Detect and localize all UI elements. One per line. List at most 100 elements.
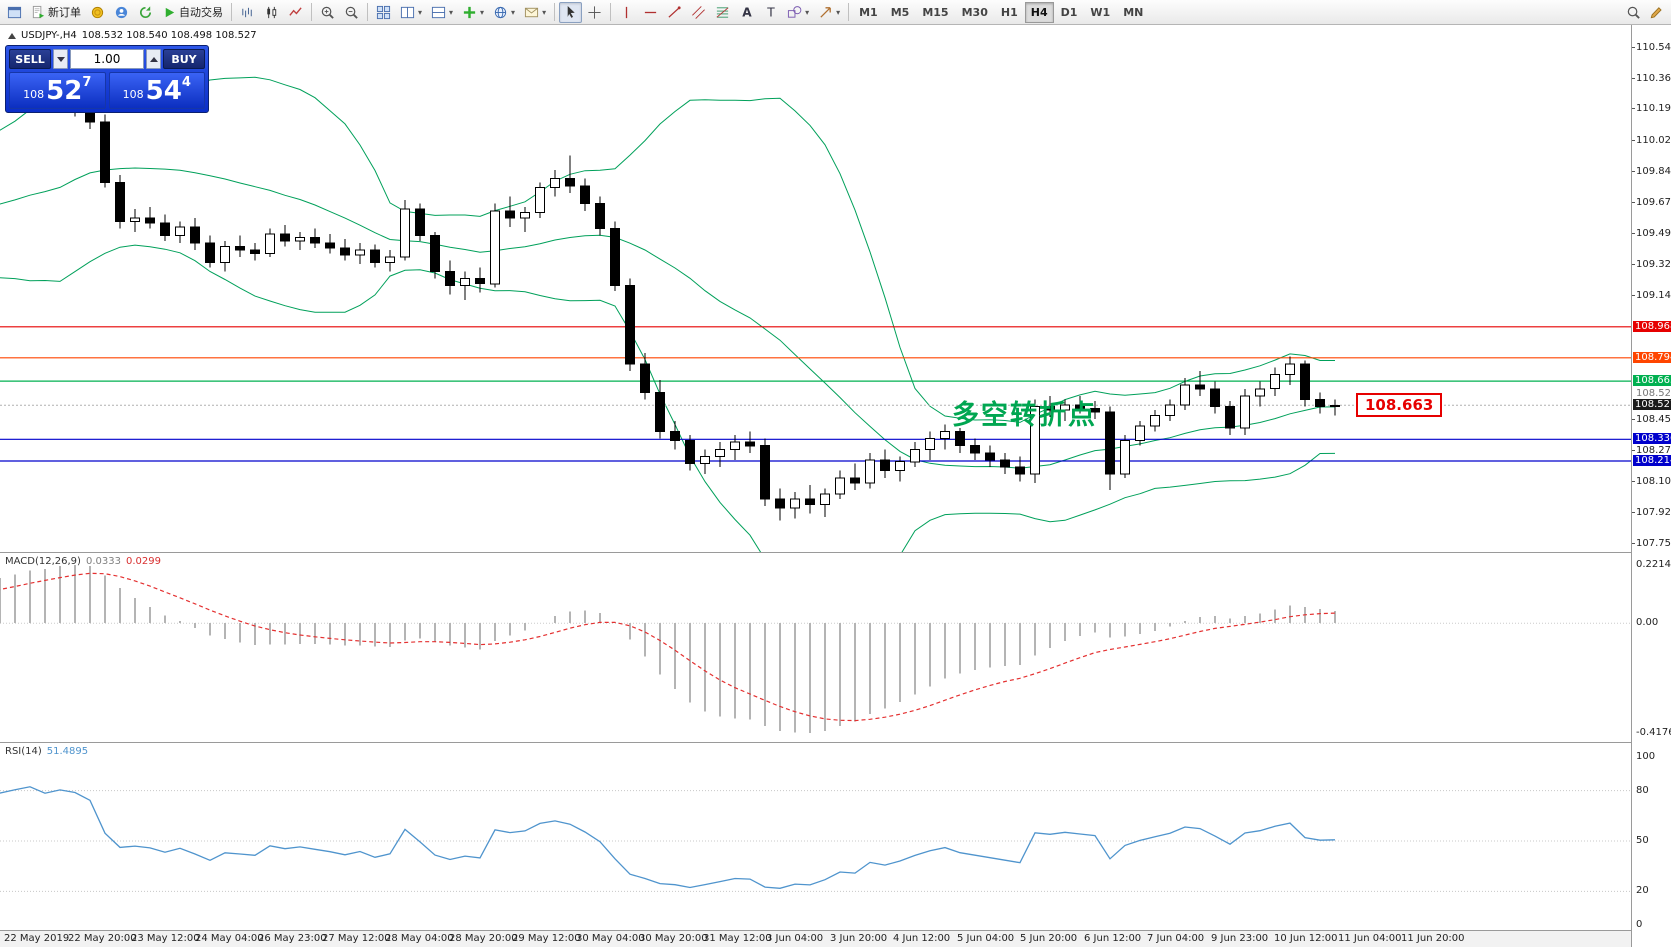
toolbar-button-shapes[interactable]: ▾ — [783, 2, 813, 23]
toolbar-button-horizontal-line[interactable] — [639, 2, 662, 23]
toolbar-button-zoom-in[interactable] — [316, 2, 339, 23]
collapse-panel-icon[interactable] — [8, 32, 16, 39]
toolbar-button-arrange-horizontal[interactable]: ▾ — [427, 2, 457, 23]
channel-icon — [691, 5, 706, 20]
bollinger-upper-band — [0, 76, 1335, 423]
timeframe-button-D1[interactable]: D1 — [1055, 2, 1084, 23]
timeframe-button-M30[interactable]: M30 — [956, 2, 994, 23]
shapes-icon — [787, 5, 802, 20]
price-chart-canvas[interactable] — [0, 25, 1631, 552]
bollinger-lower-band — [0, 244, 1336, 552]
toolbar-button-text-label[interactable]: T — [759, 2, 782, 23]
toolbar-button-quick-edit[interactable] — [1645, 2, 1668, 23]
toolbar-button-new-order[interactable]: 新订单 — [27, 2, 85, 23]
sell-price-display[interactable]: 108 52 7 — [9, 72, 106, 109]
price-tick-label: 107.755 — [1636, 538, 1671, 549]
price-tick-label: 108.275 — [1636, 445, 1671, 456]
buy-price-main: 54 — [145, 76, 182, 106]
time-axis-label: 31 May 12:00 — [703, 933, 772, 944]
timeframe-button-H1[interactable]: H1 — [995, 2, 1024, 23]
toolbar-button-bar-chart[interactable] — [236, 2, 259, 23]
toolbar-button-crosshair[interactable] — [583, 2, 606, 23]
toolbar-button-tile-windows[interactable] — [372, 2, 395, 23]
price-tick-label: 110.365 — [1636, 73, 1671, 84]
timeframe-button-M1[interactable]: M1 — [853, 2, 884, 23]
search-icon — [1626, 5, 1641, 20]
trade-controls-row: SELL 1.00 BUY — [9, 49, 205, 69]
price-tick-label: 109.845 — [1636, 166, 1671, 177]
toolbar-button-fibonacci[interactable] — [711, 2, 734, 23]
dropdown-caret-icon: ▾ — [511, 7, 516, 17]
macd-panel[interactable]: MACD(12,26,9) 0.0333 0.0299 — [0, 552, 1631, 742]
price-tick-label: 109.495 — [1636, 228, 1671, 239]
toolbar-button-mql5-market[interactable] — [86, 2, 109, 23]
price-callout-box[interactable]: 108.663 — [1356, 393, 1443, 417]
rsi-panel[interactable]: RSI(14) 51.4895 — [0, 742, 1631, 930]
toolbar-button-trendline[interactable] — [663, 2, 686, 23]
globe-icon — [493, 5, 508, 20]
toolbar-button-vertical-line[interactable] — [615, 2, 638, 23]
toolbar-separator — [367, 3, 368, 21]
toolbar-button-label: 新订单 — [48, 6, 81, 19]
triangle-down-icon — [56, 56, 65, 62]
toolbar-button-text[interactable]: A — [735, 2, 758, 23]
time-axis-label: 5 Jun 04:00 — [957, 933, 1015, 944]
axis-tick-mark — [1632, 171, 1635, 172]
gold-icon — [90, 5, 105, 20]
axis-tick-mark — [1632, 108, 1635, 109]
price-tick-label: 109.670 — [1636, 197, 1671, 208]
time-axis-label: 3 Jun 20:00 — [830, 933, 888, 944]
time-axis-label: 28 May 04:00 — [385, 933, 454, 944]
volume-down-button[interactable] — [53, 49, 68, 69]
volume-up-button[interactable] — [146, 49, 161, 69]
price-tick-label: 110.540 — [1636, 42, 1671, 53]
time-axis-label: 30 May 20:00 — [639, 933, 708, 944]
toolbar-button-arrows[interactable]: ▾ — [814, 2, 844, 23]
buy-button[interactable]: BUY — [163, 49, 205, 69]
toolbar-button-app-window[interactable] — [3, 2, 26, 23]
macd-label: MACD(12,26,9) 0.0333 0.0299 — [5, 556, 161, 567]
toolbar-button-symbols[interactable]: ▾ — [489, 2, 519, 23]
timeframe-button-H4[interactable]: H4 — [1024, 1, 1054, 23]
edit-icon — [1649, 5, 1664, 20]
horizontal-level-lines[interactable] — [0, 326, 1631, 462]
timeframe-button-W1[interactable]: W1 — [1084, 2, 1116, 23]
sell-button[interactable]: SELL — [9, 49, 51, 69]
axis-tick-mark — [1632, 481, 1635, 482]
dropdown-caret-icon: ▾ — [805, 7, 810, 17]
rsi-axis-label: 20 — [1636, 885, 1649, 896]
toolbar-button-community[interactable] — [110, 2, 133, 23]
buy-price-display[interactable]: 108 54 4 — [108, 72, 205, 109]
price-axis[interactable]: 110.540 110.365 110.195 110.020 109.845 109.6… — [1631, 25, 1671, 947]
toolbar-button-line-chart[interactable] — [284, 2, 307, 23]
secondary-price-label: 108.525 — [1636, 388, 1671, 399]
sell-price-main: 52 — [46, 76, 83, 106]
toolbar-button-arrange-vertical[interactable]: ▾ — [396, 2, 426, 23]
timeframe-button-M15[interactable]: M15 — [916, 2, 954, 23]
toolbar-button-mailbox[interactable]: ▾ — [520, 2, 550, 23]
line-price-chip: 108.214 — [1633, 455, 1671, 466]
chart-text-annotation[interactable]: 多空转折点 — [952, 400, 1097, 431]
time-axis-label: 11 Jun 20:00 — [1401, 933, 1465, 944]
toolbar-button-indicators[interactable]: ▾ — [458, 2, 488, 23]
time-axis-label: 6 Jun 12:00 — [1084, 933, 1142, 944]
toolbar-button-equidistant-channel[interactable] — [687, 2, 710, 23]
toolbar-button-zoom-out[interactable] — [340, 2, 363, 23]
time-axis[interactable]: 22 May 2019 22 May 20:00 23 May 12:00 24 Ma… — [0, 930, 1631, 947]
timeframe-button-MN[interactable]: MN — [1117, 2, 1149, 23]
dropdown-caret-icon: ▾ — [480, 7, 485, 17]
volume-input[interactable]: 1.00 — [70, 49, 144, 69]
toolbar-button-refresh[interactable] — [134, 2, 157, 23]
toolbar-button-autotrading[interactable]: 自动交易 — [158, 2, 227, 23]
toolbar-button-candlestick-chart[interactable] — [260, 2, 283, 23]
toolbar-button-cursor[interactable] — [559, 1, 583, 23]
toolbar-button-search[interactable] — [1622, 2, 1645, 23]
timeframe-button-M5[interactable]: M5 — [885, 2, 916, 23]
axis-tick-mark — [1632, 450, 1635, 451]
indicator-icon — [462, 5, 477, 20]
chart-area[interactable]: USDJPY-,H4 108.532 108.540 108.498 108.5… — [0, 25, 1631, 552]
time-axis-label: 7 Jun 04:00 — [1147, 933, 1205, 944]
rsi-title: RSI(14) — [5, 746, 42, 757]
time-axis-label: 26 May 23:00 — [258, 933, 327, 944]
price-tick-label: 109.320 — [1636, 259, 1671, 270]
